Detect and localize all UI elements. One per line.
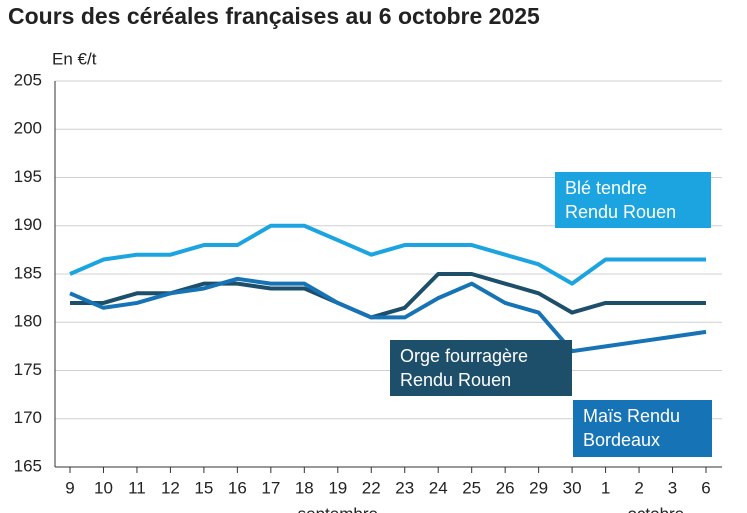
y-tick-label: 185 bbox=[14, 263, 42, 282]
x-tick-label: 17 bbox=[261, 478, 280, 497]
y-axis-label: En €/t bbox=[52, 49, 97, 68]
series-line bbox=[69, 276, 707, 354]
y-tick-label: 190 bbox=[14, 215, 42, 234]
x-tick-label: 29 bbox=[529, 478, 548, 497]
series-label: Maïs Rendu Bordeaux bbox=[573, 400, 712, 457]
x-tick-label: 12 bbox=[161, 478, 180, 497]
y-tick-label: 195 bbox=[14, 167, 42, 186]
series-label: Blé tendre Rendu Rouen bbox=[555, 172, 711, 228]
y-tick-label: 205 bbox=[14, 70, 42, 89]
y-tick-label: 175 bbox=[14, 360, 42, 379]
x-tick-label: 11 bbox=[128, 478, 146, 497]
x-tick-label: 23 bbox=[395, 478, 414, 497]
x-tick-label: 22 bbox=[362, 478, 381, 497]
x-tick-label: 26 bbox=[496, 478, 515, 497]
x-tick-label: 16 bbox=[228, 478, 247, 497]
month-label: septembre bbox=[298, 504, 378, 513]
x-tick-label: 9 bbox=[65, 478, 74, 497]
month-label: octobre bbox=[627, 504, 684, 513]
x-tick-label: 24 bbox=[429, 478, 448, 497]
x-tick-label: 30 bbox=[563, 478, 582, 497]
x-tick-label: 10 bbox=[94, 478, 113, 497]
x-tick-label: 19 bbox=[328, 478, 347, 497]
series-label: Orge fourragère Rendu Rouen bbox=[390, 340, 572, 396]
x-tick-label: 6 bbox=[701, 478, 710, 497]
x-tick-label: 15 bbox=[194, 478, 213, 497]
x-tick-label: 25 bbox=[462, 478, 481, 497]
chart-title: Cours des céréales françaises au 6 octob… bbox=[8, 3, 540, 29]
x-tick-label: 18 bbox=[295, 478, 314, 497]
x-tick-label: 3 bbox=[668, 478, 677, 497]
series-line bbox=[69, 223, 706, 286]
x-tick-label: 2 bbox=[634, 478, 643, 497]
y-tick-label: 180 bbox=[14, 312, 42, 331]
y-tick-label: 165 bbox=[14, 456, 42, 475]
y-tick-label: 200 bbox=[14, 119, 42, 138]
x-tick-label: 1 bbox=[601, 478, 610, 497]
y-tick-label: 170 bbox=[14, 408, 42, 427]
